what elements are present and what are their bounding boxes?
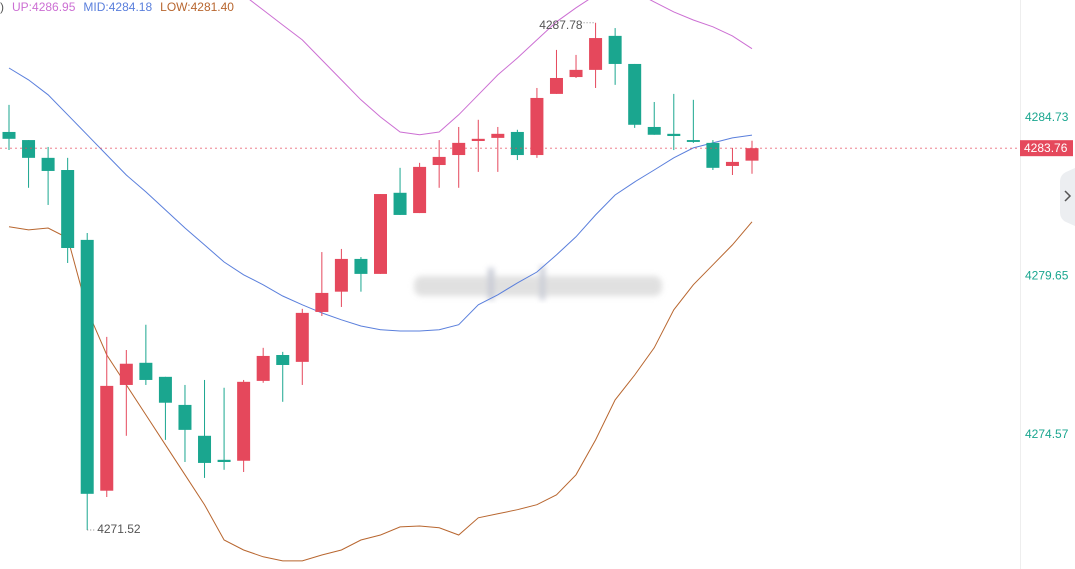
watermark <box>414 266 662 300</box>
candle-body <box>334 258 348 292</box>
candle-body <box>491 133 505 138</box>
candle-body <box>374 194 387 274</box>
candle-body <box>61 170 75 249</box>
legend-entry: UP:4286.95 <box>12 0 76 14</box>
y-tick-label: 4284.73 <box>1025 110 1069 124</box>
plot-area <box>2 0 759 562</box>
candle-body <box>725 161 739 166</box>
candle-body <box>158 376 172 403</box>
low-label: 4271.52 <box>97 522 141 536</box>
candle-body <box>393 192 407 215</box>
candle-body <box>432 156 446 166</box>
band-line <box>8 221 753 562</box>
candle-body <box>41 157 55 171</box>
legend-prefix: ) <box>0 0 4 14</box>
candle-body <box>295 312 309 362</box>
legend-value: 4284.18 <box>109 0 153 14</box>
high-label: 4287.78 <box>539 18 583 32</box>
scroll-handle[interactable] <box>1060 168 1075 226</box>
current-price-tag <box>1020 140 1073 157</box>
candle-body <box>471 138 485 142</box>
candle-body <box>276 355 290 365</box>
legend: ) UP:4286.95 MID:4284.18 LOW:4281.40 <box>0 0 234 14</box>
candle-body <box>413 166 427 214</box>
candle-body <box>510 131 524 156</box>
candle-body <box>198 435 212 463</box>
candle-body <box>628 63 642 125</box>
legend-value: 4281.40 <box>191 0 235 14</box>
y-tick-label: 4279.65 <box>1025 269 1069 283</box>
candle-body <box>647 126 661 135</box>
candle-body <box>315 292 329 312</box>
current-price-label: 4283.76 <box>1024 141 1068 155</box>
candle-body <box>452 142 466 156</box>
candle-body <box>608 35 622 64</box>
legend-entry: LOW:4281.40 <box>160 0 234 14</box>
y-tick-label: 4274.57 <box>1025 427 1069 441</box>
legend-name: UP: <box>12 0 32 14</box>
candle-body <box>256 355 270 381</box>
candle-body <box>706 142 720 168</box>
candle-body <box>178 404 192 430</box>
candle-body <box>80 239 94 494</box>
candle-body <box>354 258 368 274</box>
candle-body <box>217 459 231 463</box>
candle-body <box>119 363 133 385</box>
candle-body <box>139 362 153 380</box>
legend-value: 4286.95 <box>32 0 76 14</box>
candle-body <box>100 385 114 491</box>
candle-body <box>667 133 681 137</box>
candle-body <box>589 38 603 70</box>
band-line <box>8 67 753 332</box>
band-line <box>249 0 753 136</box>
candle-body <box>569 69 583 78</box>
candle-body <box>686 140 700 142</box>
legend-name: MID: <box>83 0 108 14</box>
candle-body <box>237 381 251 461</box>
legend-name: LOW: <box>160 0 190 14</box>
candle-body <box>530 97 544 156</box>
candle-body <box>745 148 759 161</box>
candle-body <box>549 77 563 94</box>
candle-body <box>22 140 36 158</box>
legend-entry: MID:4284.18 <box>83 0 152 14</box>
candle-body <box>2 131 16 139</box>
